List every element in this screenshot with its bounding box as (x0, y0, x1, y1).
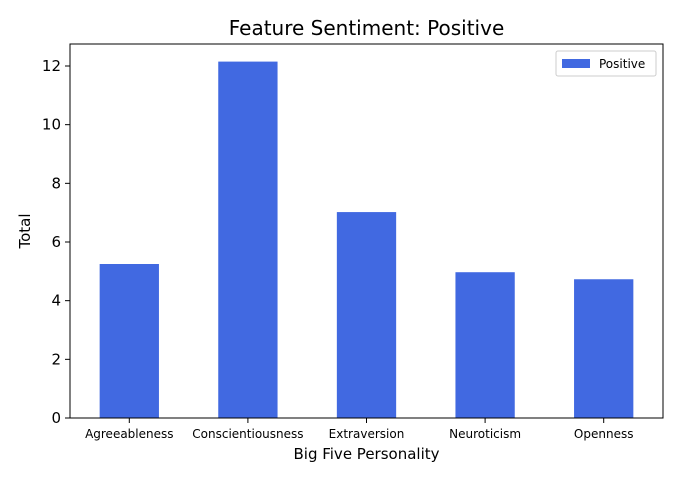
y-tick-label: 0 (51, 409, 61, 427)
legend-swatch (562, 59, 590, 68)
bars-layer (99, 61, 634, 418)
y-tick-label: 2 (51, 350, 61, 368)
x-tick-label: Openness (574, 427, 634, 441)
chart-title: Feature Sentiment: Positive (229, 16, 505, 40)
bar-openness (574, 279, 634, 418)
y-tick-label: 4 (51, 292, 61, 310)
legend-box (555, 50, 657, 77)
x-axis-ticks: Agreeableness Conscientiousness Extraversi… (85, 418, 633, 441)
plot-frame (69, 43, 664, 419)
legend-label: Positive (599, 57, 645, 71)
y-axis-label: Total (16, 213, 34, 249)
bar-extraversion (336, 212, 397, 418)
y-tick-label: 8 (51, 174, 61, 192)
bar-neuroticism (455, 272, 515, 418)
x-axis-label: Big Five Personality (293, 445, 439, 463)
y-tick-label: 10 (42, 116, 61, 134)
x-tick-label: Neuroticism (449, 427, 521, 441)
bar-agreeableness (99, 264, 159, 418)
x-tick-label: Agreeableness (85, 427, 173, 441)
y-tick-label: 6 (51, 233, 61, 251)
y-axis-ticks: 0 2 4 6 8 10 12 (42, 57, 70, 427)
x-tick-label: Conscientiousness (192, 427, 303, 441)
legend: Positive (555, 50, 657, 77)
bar-conscientiousness (218, 61, 278, 418)
y-tick-label: 12 (42, 57, 61, 75)
x-tick-label: Extraversion (329, 427, 405, 441)
